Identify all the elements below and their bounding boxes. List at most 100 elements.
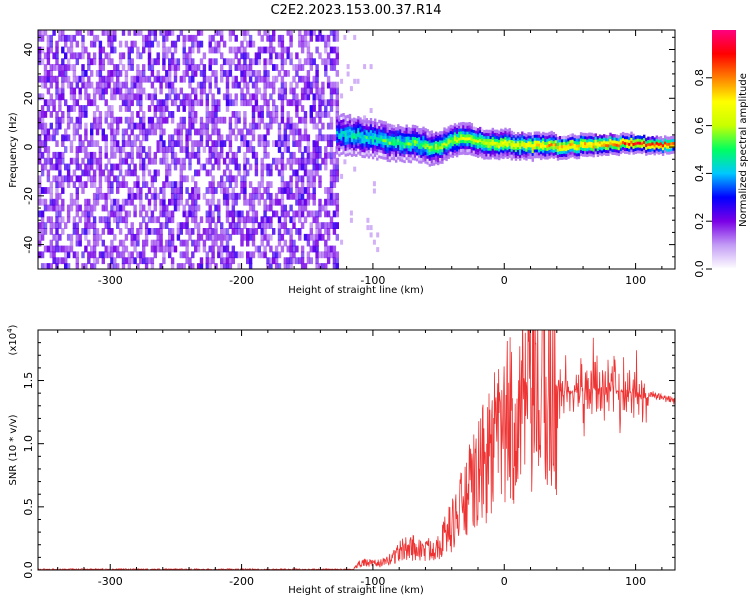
- heatmap-cell: [558, 147, 562, 152]
- heatmap-cell: [569, 148, 572, 152]
- heatmap-cell: [153, 175, 157, 183]
- heatmap-cell: [136, 46, 140, 54]
- heatmap-cell: [43, 222, 48, 229]
- heatmap-cell: [234, 210, 238, 218]
- heatmap-cell: [312, 198, 316, 206]
- heatmap-cell: [133, 257, 137, 265]
- heatmap-cell: [188, 134, 192, 142]
- heatmap-cell: [58, 30, 62, 36]
- heatmap-cell: [243, 70, 247, 77]
- heatmap-cell: [418, 130, 421, 135]
- heatmap-cell: [321, 99, 325, 107]
- heatmap-cell: [179, 192, 183, 200]
- heatmap-cell: [81, 52, 85, 60]
- heatmap-cell: [130, 64, 134, 71]
- heatmap-cell: [306, 151, 311, 159]
- heatmap-cell: [399, 149, 402, 153]
- heatmap-cell: [49, 187, 53, 194]
- heatmap-cell: [87, 140, 91, 147]
- heatmap-cell: [380, 149, 383, 153]
- heatmap-cell: [246, 257, 250, 265]
- heatmap-cell: [84, 134, 88, 142]
- heatmap-cell: [248, 257, 253, 265]
- heatmap-cell: [142, 64, 146, 71]
- heatmap-cell: [84, 204, 88, 212]
- heatmap-cell: [127, 210, 131, 218]
- heatmap-cell: [447, 155, 450, 159]
- heatmap-cell: [418, 154, 421, 158]
- heatmap-cell: [332, 34, 337, 42]
- heatmap-cell: [523, 144, 526, 148]
- heatmap-cell: [441, 134, 444, 138]
- heatmap-cell: [179, 140, 183, 147]
- heatmap-cell: [668, 151, 671, 155]
- heatmap-cell: [340, 128, 343, 132]
- heatmap-cell: [441, 151, 444, 156]
- heatmap-cell: [185, 99, 189, 107]
- heatmap-cell: [280, 169, 285, 177]
- heatmap-cell: [217, 116, 221, 124]
- heatmap-cell: [338, 118, 341, 122]
- heatmap-cell: [603, 151, 606, 156]
- heatmap-cell: [173, 245, 178, 253]
- heatmap-cell: [401, 138, 404, 142]
- heatmap-cell: [72, 181, 77, 188]
- heatmap-cell: [409, 145, 413, 149]
- heatmap-cell: [295, 81, 299, 89]
- heatmap-cell: [335, 157, 339, 165]
- heatmap-cell: [191, 210, 195, 218]
- heatmap-cell: [462, 148, 465, 152]
- heatmap-cell: [121, 146, 126, 153]
- heatmap-cell: [626, 150, 629, 154]
- heatmap-cell: [659, 141, 663, 146]
- heatmap-cell: [156, 169, 160, 177]
- heatmap-cell: [38, 228, 42, 235]
- heatmap-cell: [535, 143, 539, 147]
- heatmap-cell: [263, 216, 267, 224]
- heatmap-cell: [324, 222, 328, 229]
- heatmap-cell: [537, 134, 541, 138]
- heatmap-cell: [542, 146, 545, 150]
- heatmap-cell: [516, 132, 520, 136]
- heatmap-cell: [342, 113, 345, 117]
- heatmap-cell: [72, 99, 77, 107]
- heatmap-cell: [430, 153, 434, 158]
- heatmap-cell: [104, 140, 108, 147]
- heatmap-cell: [121, 30, 126, 36]
- heatmap-cell: [254, 93, 259, 101]
- heatmap-cell: [521, 154, 524, 159]
- heatmap-cell: [283, 210, 287, 218]
- heatmap-cell: [196, 204, 201, 212]
- heatmap-cell: [199, 233, 204, 241]
- heatmap-cell: [309, 257, 313, 265]
- heatmap-cell: [315, 140, 319, 147]
- heatmap-cell: [113, 245, 117, 253]
- heatmap-cell: [237, 222, 241, 229]
- heatmap-cell: [573, 155, 576, 159]
- heatmap-cell: [344, 141, 347, 145]
- heatmap-cell: [329, 99, 334, 107]
- heatmap-cell: [257, 52, 261, 60]
- heatmap-cell: [107, 187, 111, 194]
- heatmap-cell: [575, 147, 579, 151]
- heatmap-cell: [500, 149, 503, 153]
- heatmap-cell: [613, 139, 616, 144]
- heatmap-cell: [300, 175, 305, 183]
- heatmap-cell: [254, 245, 259, 253]
- heatmap-cell: [196, 146, 201, 153]
- heatmap-cell: [113, 116, 117, 124]
- heatmap-cell: [248, 192, 253, 200]
- heatmap-cell: [185, 93, 189, 101]
- heatmap-cell: [64, 64, 68, 71]
- heatmap-cell: [173, 70, 178, 77]
- heatmap-cell: [365, 123, 368, 128]
- heatmap-cell: [101, 228, 105, 235]
- heatmap-cell: [378, 152, 381, 156]
- heatmap-cell: [458, 137, 461, 141]
- heatmap-cell: [55, 263, 59, 269]
- heatmap-cell: [609, 141, 612, 145]
- heatmap-cell: [556, 148, 560, 152]
- heatmap-cell: [153, 122, 157, 130]
- heatmap-cell: [556, 136, 560, 141]
- heatmap-cell: [600, 144, 604, 148]
